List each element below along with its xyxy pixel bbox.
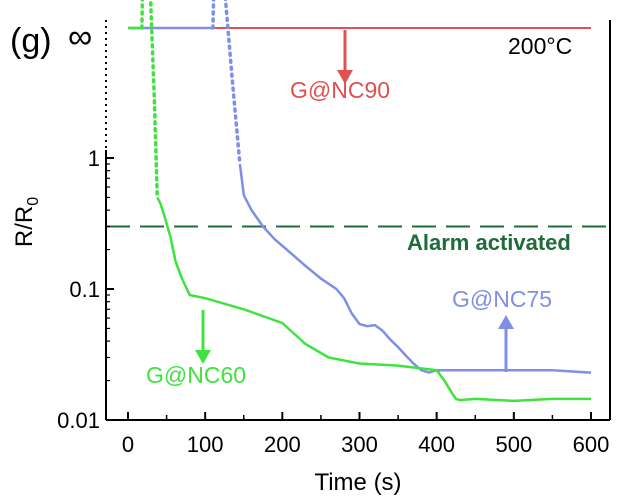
arrow-g-nc90-head [337, 70, 353, 84]
temperature-label: 200°C [508, 33, 572, 59]
y-axis-title: R/R0 [11, 197, 42, 247]
series-line-1-transition [211, 0, 242, 166]
arrow-g-nc75-head [498, 315, 514, 329]
series-label-g-nc75: G@NC75 [452, 286, 552, 312]
y-axis-title-subscript: 0 [25, 197, 42, 206]
x-tick-label: 600 [573, 432, 610, 457]
series-label-g-nc90: G@NC90 [290, 77, 390, 103]
axes [105, 20, 611, 421]
y-tick-label: 0.01 [57, 408, 100, 433]
arrow-g-nc60-head [195, 350, 211, 364]
series-line-2-decay [156, 196, 591, 403]
infinity-tick-label: ∞ [68, 18, 92, 56]
annotation-layer [195, 30, 514, 372]
alarm-label: Alarm activated [407, 230, 571, 255]
x-tick-label: 500 [495, 432, 532, 457]
x-tick-label: 200 [264, 432, 301, 457]
series-line-2-transition [140, 0, 160, 200]
y-axis-title-base: R/R [11, 206, 38, 247]
x-tick-label: 0 [122, 432, 134, 457]
series-layer [128, 0, 592, 403]
tick-layer: 0 100 200 300 400 500 600 0.01 0.1 1 [57, 146, 609, 457]
x-axis-title: Time (s) [314, 469, 401, 496]
y-tick-label: 1 [88, 146, 100, 171]
series-label-g-nc60: G@NC60 [146, 362, 246, 388]
panel-label: (g) [10, 22, 52, 60]
x-tick-label: 400 [418, 432, 455, 457]
x-tick-label: 100 [187, 432, 224, 457]
series-line-1-decay [238, 163, 592, 374]
y-tick-label: 0.1 [69, 277, 100, 302]
x-tick-label: 300 [341, 432, 378, 457]
